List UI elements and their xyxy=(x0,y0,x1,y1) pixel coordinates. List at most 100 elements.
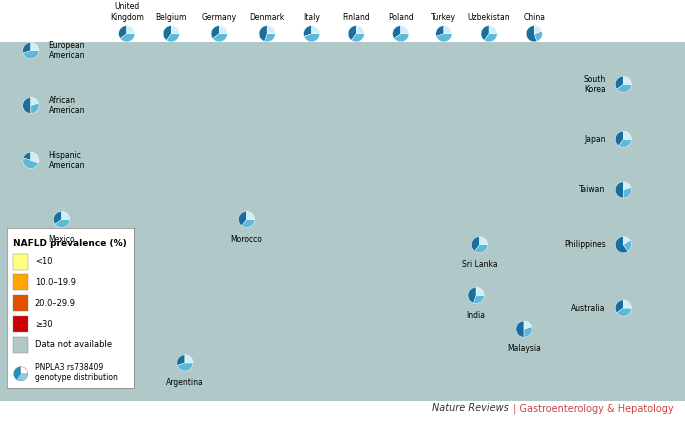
Text: Germany: Germany xyxy=(201,13,237,22)
Text: | Gastroenterology & Hepatology: | Gastroenterology & Hepatology xyxy=(510,403,674,414)
Wedge shape xyxy=(120,34,135,42)
Bar xyxy=(13,274,28,290)
Text: Denmark: Denmark xyxy=(249,13,285,22)
Wedge shape xyxy=(303,26,312,36)
Wedge shape xyxy=(127,26,135,34)
Wedge shape xyxy=(166,34,179,42)
Wedge shape xyxy=(23,97,31,114)
Wedge shape xyxy=(312,26,320,34)
Text: Japan: Japan xyxy=(584,135,606,144)
Wedge shape xyxy=(534,26,542,34)
Text: Mexico: Mexico xyxy=(49,235,75,243)
Text: NAFLD prevalence (%): NAFLD prevalence (%) xyxy=(13,239,127,248)
Wedge shape xyxy=(471,237,480,252)
Wedge shape xyxy=(615,237,628,253)
Bar xyxy=(13,316,28,332)
Bar xyxy=(13,295,28,311)
Wedge shape xyxy=(616,84,632,92)
Wedge shape xyxy=(55,219,70,227)
Wedge shape xyxy=(615,182,623,198)
Wedge shape xyxy=(31,152,39,163)
Text: Belgium: Belgium xyxy=(155,13,187,22)
Wedge shape xyxy=(623,300,632,308)
Wedge shape xyxy=(177,363,193,371)
Text: Taiwan: Taiwan xyxy=(580,185,606,195)
Wedge shape xyxy=(356,26,364,34)
Wedge shape xyxy=(468,287,476,303)
Wedge shape xyxy=(623,240,632,252)
Text: Hispanic
American: Hispanic American xyxy=(49,151,85,170)
Text: <10: <10 xyxy=(35,257,52,266)
Wedge shape xyxy=(23,152,31,160)
Wedge shape xyxy=(436,26,444,36)
Wedge shape xyxy=(31,97,38,106)
Wedge shape xyxy=(526,26,537,42)
Wedge shape xyxy=(401,26,409,34)
Wedge shape xyxy=(53,211,62,224)
Wedge shape xyxy=(247,211,255,219)
Wedge shape xyxy=(171,26,179,34)
Wedge shape xyxy=(623,131,632,139)
Wedge shape xyxy=(23,51,39,59)
Wedge shape xyxy=(62,211,70,219)
Wedge shape xyxy=(479,237,488,245)
Text: Uzbekistan: Uzbekistan xyxy=(468,13,510,22)
Wedge shape xyxy=(615,76,623,89)
Wedge shape xyxy=(264,34,275,42)
Wedge shape xyxy=(619,139,632,147)
Wedge shape xyxy=(177,355,185,365)
Text: China: China xyxy=(523,13,545,22)
Wedge shape xyxy=(473,295,484,303)
Wedge shape xyxy=(31,103,39,114)
Wedge shape xyxy=(623,182,631,190)
Wedge shape xyxy=(481,26,489,41)
Text: Turkey: Turkey xyxy=(432,13,456,22)
Text: Italy: Italy xyxy=(303,13,320,22)
Text: African
American: African American xyxy=(49,96,85,115)
Wedge shape xyxy=(304,34,320,42)
Wedge shape xyxy=(484,34,497,42)
Text: Data not available: Data not available xyxy=(35,341,112,349)
Text: Nature Reviews: Nature Reviews xyxy=(432,403,508,414)
Wedge shape xyxy=(615,300,623,313)
Wedge shape xyxy=(267,26,275,34)
Text: ≥30: ≥30 xyxy=(35,319,52,329)
Text: Poland: Poland xyxy=(388,13,414,22)
Wedge shape xyxy=(351,34,364,42)
Text: Argentina: Argentina xyxy=(166,378,204,387)
Text: Finland: Finland xyxy=(342,13,370,22)
Wedge shape xyxy=(348,26,356,41)
Text: PNPLA3 rs738409
genotype distribution: PNPLA3 rs738409 genotype distribution xyxy=(35,362,118,382)
Bar xyxy=(13,337,28,353)
Wedge shape xyxy=(23,43,31,53)
Text: 20.0–29.9: 20.0–29.9 xyxy=(35,299,76,308)
Text: Sri Lanka: Sri Lanka xyxy=(462,260,497,269)
Wedge shape xyxy=(623,76,632,84)
Wedge shape xyxy=(242,219,255,227)
Text: 10.0–19.9: 10.0–19.9 xyxy=(35,278,76,287)
Wedge shape xyxy=(394,34,409,42)
Text: Philippines: Philippines xyxy=(564,240,606,249)
Wedge shape xyxy=(185,355,193,363)
Wedge shape xyxy=(393,26,401,38)
Wedge shape xyxy=(524,327,532,337)
Bar xyxy=(13,254,28,270)
Wedge shape xyxy=(623,237,630,245)
Wedge shape xyxy=(259,26,267,41)
Text: European
American: European American xyxy=(49,41,85,60)
Text: South
Korea: South Korea xyxy=(584,75,606,94)
Wedge shape xyxy=(615,131,623,146)
Text: India: India xyxy=(466,311,486,319)
Wedge shape xyxy=(212,34,227,42)
Wedge shape xyxy=(163,26,171,41)
Wedge shape xyxy=(219,26,227,34)
Wedge shape xyxy=(476,287,484,295)
Wedge shape xyxy=(119,26,127,38)
Wedge shape xyxy=(475,245,488,253)
Wedge shape xyxy=(534,31,543,41)
Wedge shape xyxy=(238,211,247,226)
Text: Malaysia: Malaysia xyxy=(507,344,541,353)
Wedge shape xyxy=(516,321,524,337)
Wedge shape xyxy=(623,187,632,198)
Wedge shape xyxy=(616,308,632,316)
